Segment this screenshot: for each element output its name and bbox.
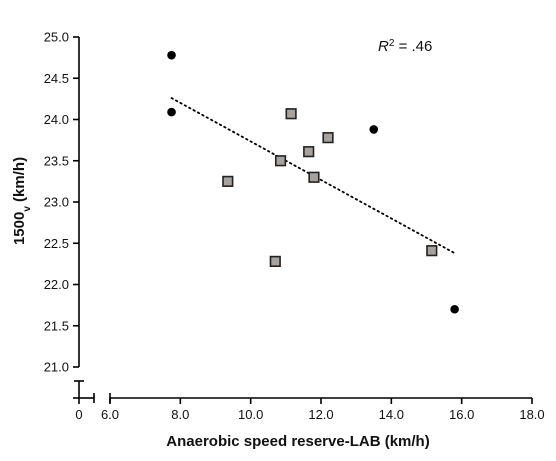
y-tick-label: 22.0 [44, 277, 69, 292]
data-point-square [303, 146, 315, 158]
x-axis-label: Anaerobic speed reserve-LAB (km/h) [166, 433, 429, 450]
x-tick-label: 18.0 [519, 407, 544, 422]
x-tick-label: 14.0 [379, 407, 404, 422]
data-point-circle [450, 304, 459, 314]
x-tick-label: 8.0 [171, 407, 189, 422]
data-point-square [269, 255, 281, 268]
data-point-square [222, 175, 234, 187]
y-tick-label: 24.5 [44, 71, 69, 86]
y-tick-label: 25.0 [44, 30, 69, 45]
data-points [167, 50, 459, 314]
x-tick-label: 12.0 [308, 407, 333, 422]
y-tick-label: 23.0 [44, 195, 69, 210]
y-tick-label: 21.5 [44, 318, 69, 333]
y-axis-label: 1500v (km/h) [11, 157, 33, 245]
x-tick-label: 16.0 [449, 407, 474, 422]
y-tick-label: 22.5 [44, 236, 69, 251]
data-point-square [426, 245, 438, 257]
x-tick-label: 6.0 [101, 407, 119, 422]
data-point-square [274, 155, 287, 167]
y-tick-label: 24.0 [44, 112, 69, 127]
y-tick-label: 23.5 [44, 153, 69, 168]
x-tick-label: 0 [75, 407, 82, 422]
data-point-circle [167, 107, 176, 117]
y-tick-label: 21.0 [44, 360, 69, 375]
axes [74, 37, 532, 403]
data-point-circle [167, 50, 176, 60]
y-axis-ticks: 21.0 21.5 22.0 22.5 23.0 23.5 24.0 24.5 25.0 [44, 30, 79, 399]
r-squared-annotation: R2 = .46 [378, 38, 432, 56]
data-point-square [322, 132, 334, 144]
data-point-square [285, 108, 297, 120]
data-point-circle [369, 125, 379, 134]
x-axis-ticks: 0 6.0 8.0 10.0 12.0 14.0 16.0 18.0 [75, 398, 545, 422]
x-tick-label: 10.0 [238, 407, 263, 422]
data-point-square [308, 171, 320, 183]
